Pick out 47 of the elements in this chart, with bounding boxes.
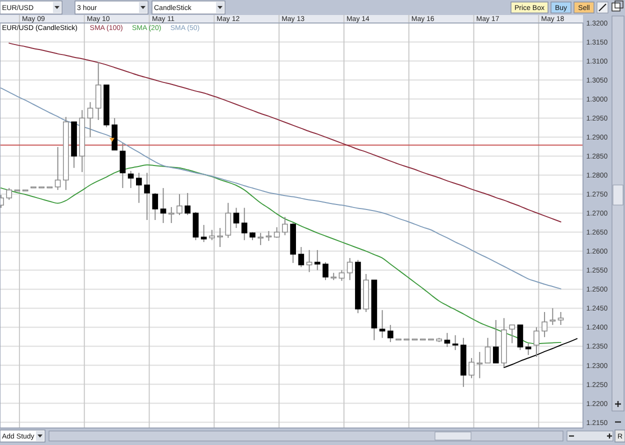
candlestick: [525, 342, 532, 356]
candlestick: [152, 192, 158, 220]
candlestick: [338, 270, 345, 282]
candlestick: [144, 172, 150, 220]
candlestick: [550, 308, 556, 326]
candlestick: [233, 207, 240, 228]
candlestick: [184, 192, 191, 216]
candlestick: [136, 172, 142, 204]
candlestick: [558, 312, 564, 326]
candlestick: [168, 206, 174, 224]
candlestick: [534, 326, 540, 358]
candlestick: [517, 324, 524, 351]
line-series: [503, 338, 578, 368]
candlestick: [54, 146, 61, 190]
candlestick: [258, 232, 264, 246]
candlestick: [209, 229, 215, 241]
candlestick: [452, 334, 458, 351]
candlestick: [6, 188, 12, 200]
candlestick: [217, 227, 223, 248]
candlestick: [306, 250, 312, 273]
candlestick: [282, 216, 288, 236]
candlestick: [266, 230, 272, 242]
candlestick: [346, 258, 353, 281]
candlestick: [387, 324, 394, 343]
candlestick: [298, 246, 304, 268]
candlestick: [322, 262, 328, 281]
candlestick: [160, 188, 166, 224]
line-series: [8, 42, 562, 222]
candlestick: [484, 337, 491, 364]
candlestick: [492, 320, 499, 364]
candlestick: [200, 224, 207, 243]
candlestick: [87, 102, 94, 138]
candlestick: [509, 324, 516, 344]
line-series: [0, 88, 562, 290]
candlestick: [379, 310, 386, 338]
candlestick: [225, 202, 232, 238]
candlestick: [95, 62, 102, 120]
candlestick: [192, 212, 199, 241]
candlestick: [476, 351, 483, 379]
candlestick: [542, 312, 548, 338]
candlestick: [314, 250, 320, 271]
candlestick: [176, 194, 182, 216]
candlestick: [128, 170, 134, 189]
candlestick: [120, 142, 126, 189]
candlestick: [241, 207, 248, 241]
candlestick: [274, 226, 280, 238]
candlestick: [468, 358, 474, 379]
